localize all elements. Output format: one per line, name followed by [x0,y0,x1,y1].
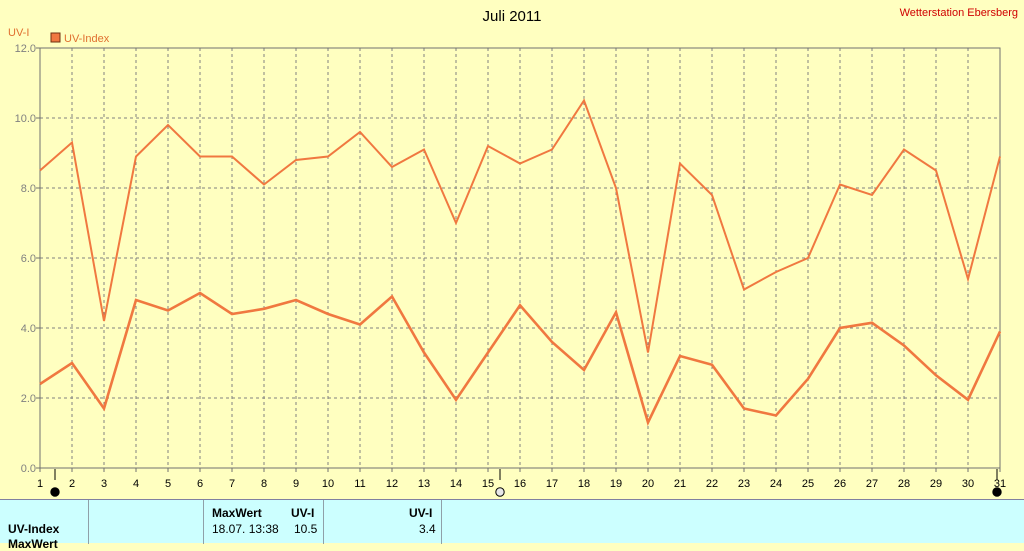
x-tick-label: 2 [69,478,75,490]
y-tick-label: 2.0 [21,393,36,405]
y-axis-ticks: 0.0 2.0 4.0 6.0 8.0 10.0 12.0 [15,43,40,475]
x-tick-label: 30 [962,478,974,490]
x-tick-label: 17 [546,478,558,490]
chart-series [39,98,1002,427]
y-tick-label: 4.0 [21,323,36,335]
footer-max-value: 10.5 [294,522,318,536]
footer-uvi-header-2: UV-I [409,506,433,520]
y-tick-label: 0.0 [21,463,36,475]
x-tick-label: 31 [994,478,1006,490]
series-line-2 [39,291,1002,427]
x-tick-label: 22 [706,478,718,490]
x-tick-label: 3 [101,478,107,490]
x-tick-label: 29 [930,478,942,490]
x-tick-label: 24 [770,478,782,490]
x-tick-label: 5 [165,478,171,490]
x-tick-label: 20 [642,478,654,490]
x-tick-label: 27 [866,478,878,490]
footer-col-value2: UV-I 3.4 [324,500,442,544]
footer-maxwert-header: MaxWert [212,506,262,520]
footer-col-max: MaxWert UV-I 18.07. 13:38 10.5 [204,500,324,544]
x-tick-label: 21 [674,478,686,490]
footer-max-datetime: 18.07. 13:38 [212,522,279,536]
footer-value-2: 3.4 [419,522,436,536]
y-tick-label: 12.0 [15,43,36,55]
y-tick-label: 8.0 [21,183,36,195]
x-tick-label: 8 [261,478,267,490]
chart-grid [40,48,1000,468]
x-tick-label: 23 [738,478,750,490]
footer-uvi-header-1: UV-I [291,506,315,520]
footer-col-label: UV-Index MaxWert [0,500,89,551]
x-tick-label: 16 [514,478,526,490]
x-tick-label: 4 [133,478,139,490]
x-tick-label: 1 [37,478,43,490]
x-tick-label: 9 [293,478,299,490]
x-tick-label: 28 [898,478,910,490]
x-tick-label: 12 [386,478,398,490]
x-axis-ticks: 1 2 3 4 5 6 7 8 9 10 11 12 13 14 15 16 17 18 19 20 21 22 23 24 2… [37,468,1006,490]
y-axis-unit: UV-I [8,27,29,39]
x-tick-label: 11 [354,478,365,490]
scroll-markers[interactable] [50,469,1002,497]
range-marker-start-handle[interactable] [50,487,60,497]
x-tick-label: 26 [834,478,846,490]
footer-col-empty [89,500,204,544]
legend-label: UV-Index [64,33,110,45]
x-tick-label: 19 [610,478,622,490]
x-tick-label: 10 [322,478,334,490]
y-tick-label: 10.0 [15,113,36,125]
range-marker-middle-handle[interactable] [495,487,505,497]
footer-row2-label: MaxWert [8,537,58,551]
summary-table: UV-Index MaxWert MaxWert UV-I 18.07. 13:… [0,499,1024,551]
x-tick-label: 25 [802,478,814,490]
x-tick-label: 7 [229,478,235,490]
x-tick-label: 6 [197,478,203,490]
chart-title: Juli 2011 [483,8,542,25]
x-tick-label: 13 [418,478,430,490]
range-marker-end-handle[interactable] [992,487,1002,497]
x-tick-label: 14 [450,478,462,490]
y-tick-label: 6.0 [21,253,36,265]
series-line-1 [39,98,1001,353]
station-name: Wetterstation Ebersberg [900,7,1018,19]
x-tick-label: 18 [578,478,590,490]
legend-swatch [50,32,61,43]
x-tick-label: 15 [482,478,494,490]
uv-index-chart: 0.02.04.06.08.010.012.0 1 2 3 4 5 6 7 8 9 10 11 12 1… [8,7,1018,497]
footer-row-label: UV-Index [8,522,60,536]
